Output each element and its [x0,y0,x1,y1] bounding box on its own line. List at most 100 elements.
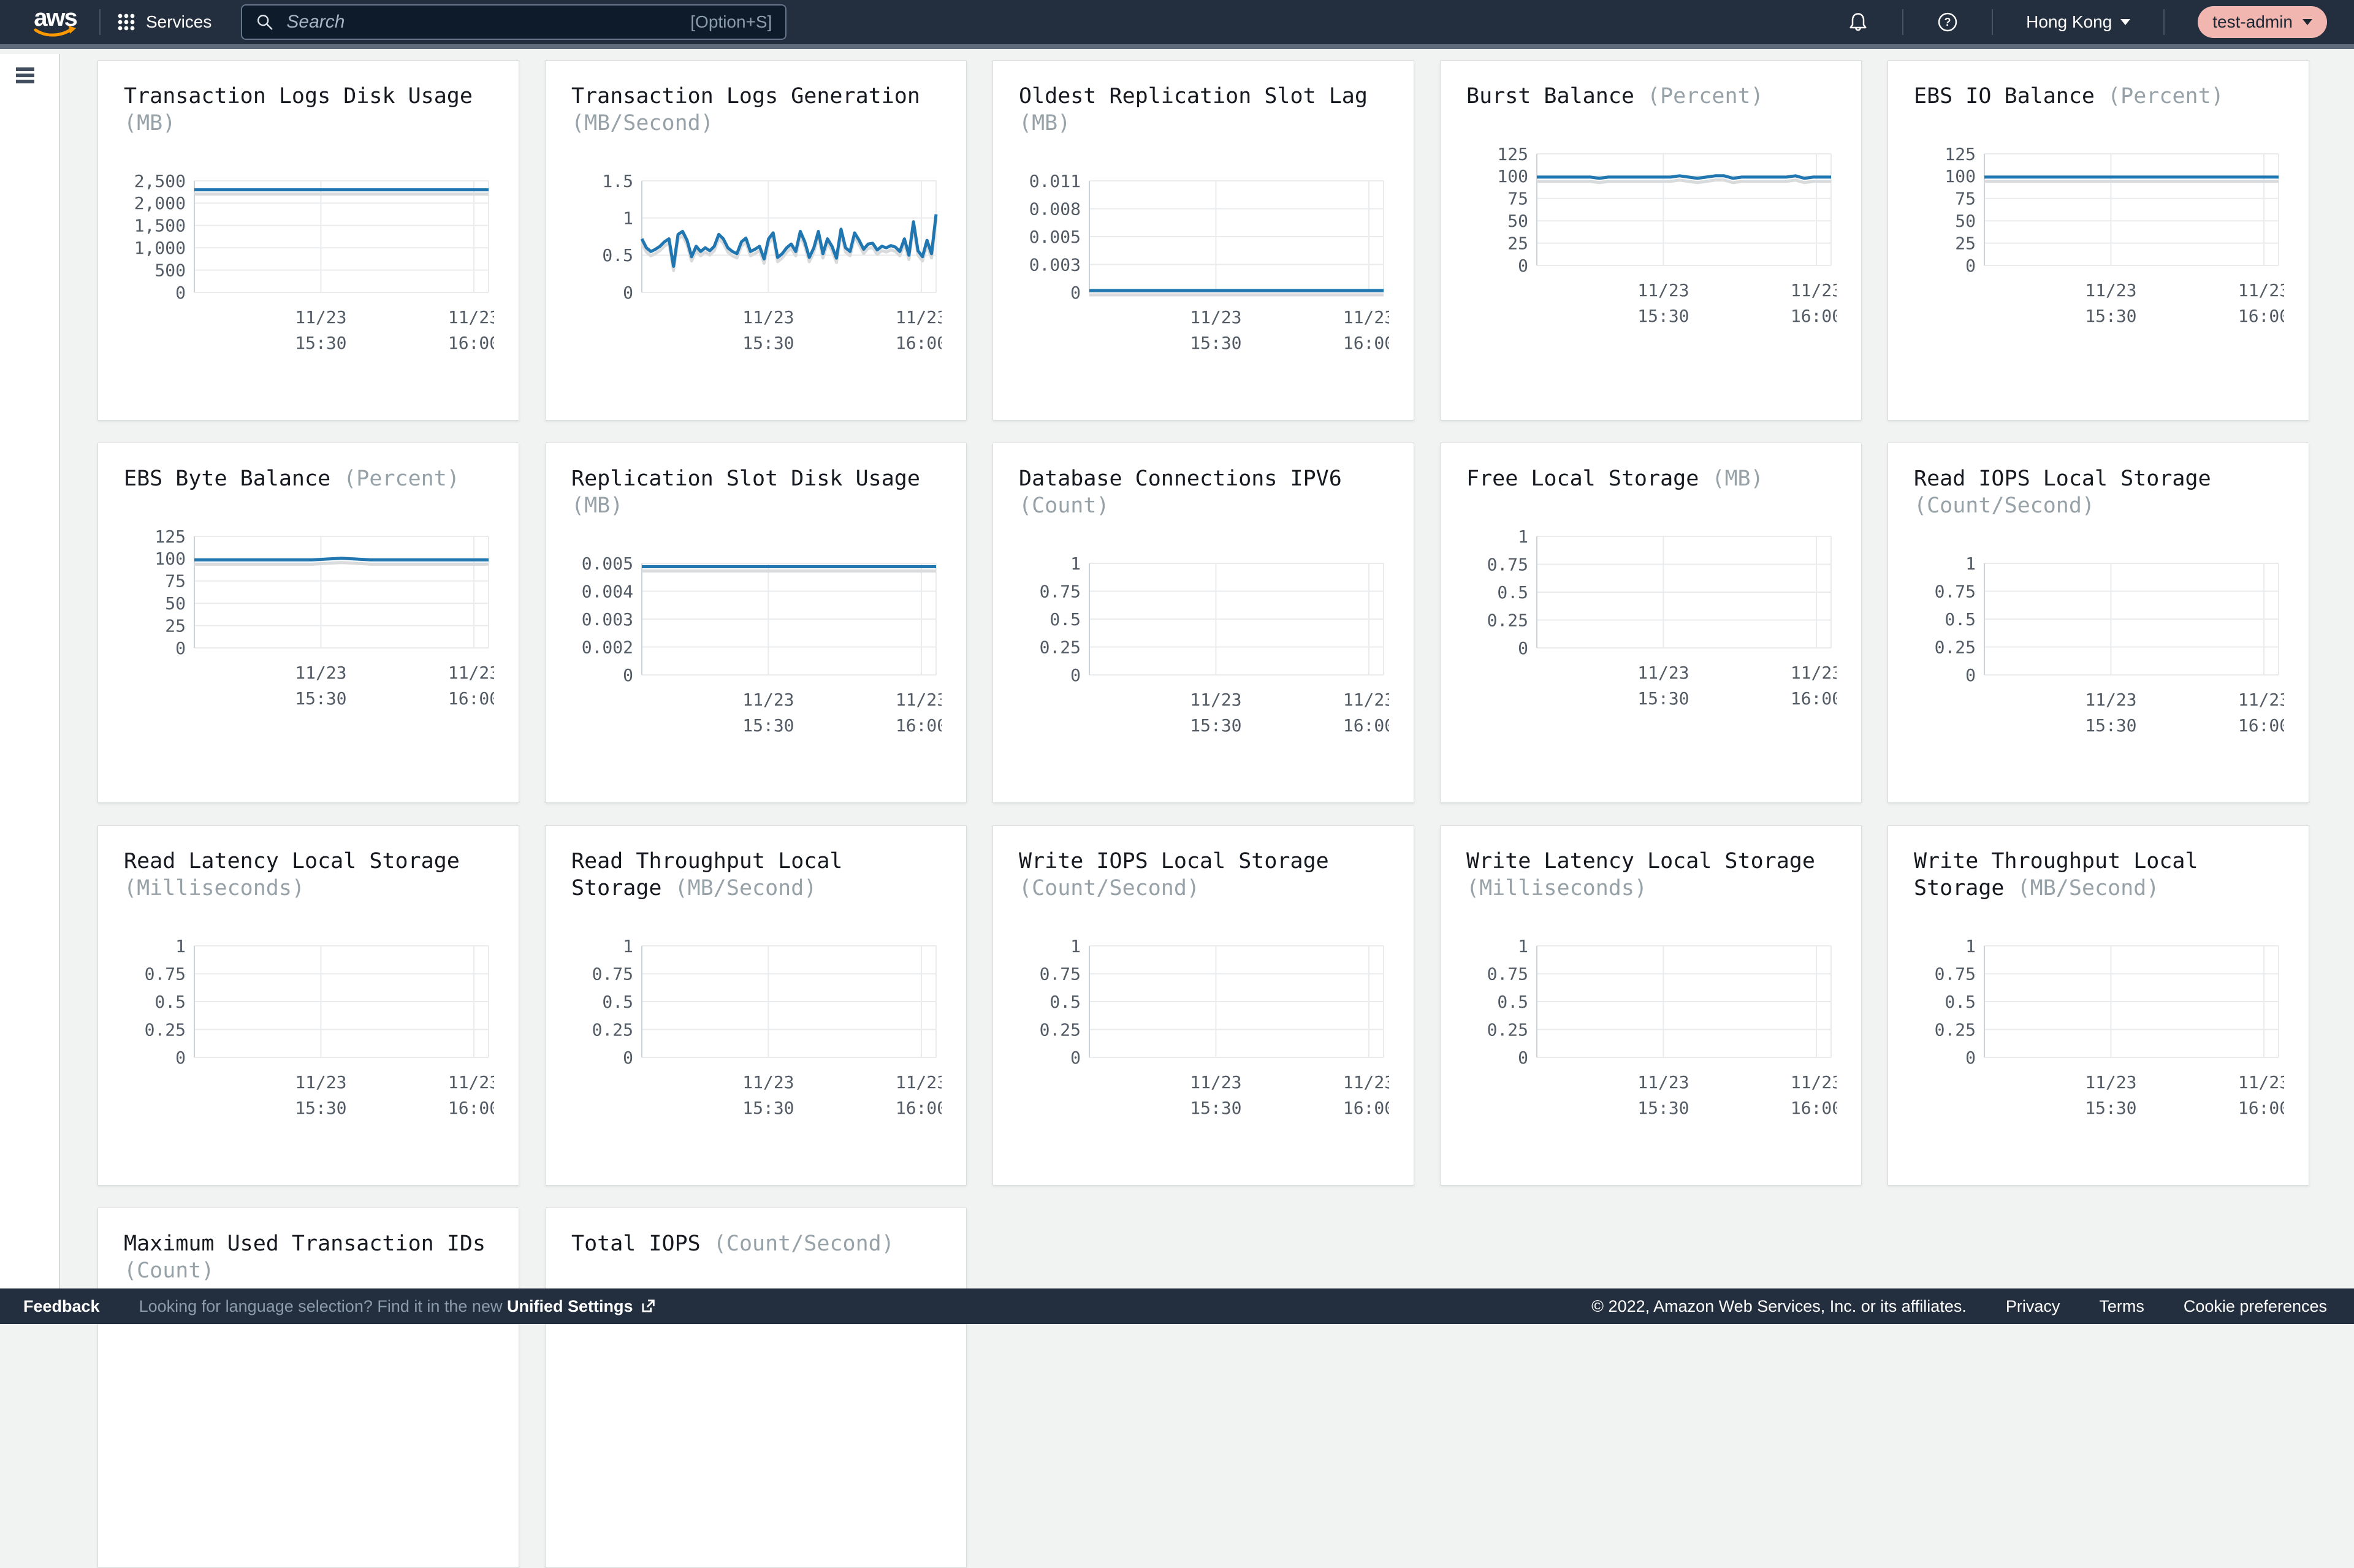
chart-title: Database Connections IPV6 (Count) [1019,465,1388,519]
y-axis-tick-label: 0.002 [582,637,633,657]
feedback-button[interactable]: Feedback [23,1297,100,1316]
x-axis-tick-label: 16:00 [1343,715,1389,736]
chart-unit-label: (Count/Second) [714,1231,894,1256]
terms-link[interactable]: Terms [2099,1297,2144,1316]
x-axis-tick-label: 11/23 [896,690,942,710]
notifications-button[interactable] [1847,11,1869,33]
x-axis-tick-label: 16:00 [1343,1098,1389,1118]
y-axis-tick-label: 25 [1955,233,1976,253]
x-axis-tick-label: 15:30 [742,715,794,736]
y-axis-tick-label: 125 [154,527,186,547]
help-button[interactable]: ? [1937,11,1959,33]
y-axis-tick-label: 0.75 [1487,554,1528,574]
y-axis-tick-label: 0.75 [145,964,186,984]
y-axis-tick-label: 0.5 [1945,992,1976,1012]
y-axis-tick-label: 0.5 [1049,992,1081,1012]
chart-title-text: Write IOPS Local Storage [1019,849,1329,873]
region-selector[interactable]: Hong Kong [2026,12,2130,32]
x-axis-tick-label: 16:00 [448,333,494,353]
search-input[interactable] [285,11,679,33]
y-axis-tick-label: 1 [623,208,633,228]
x-axis-tick-label: 16:00 [896,333,942,353]
y-axis-tick-label: 100 [154,549,186,569]
x-axis-tick-label: 16:00 [2238,306,2284,326]
cookie-preferences-link[interactable]: Cookie preferences [2184,1297,2327,1316]
external-link-icon [639,1298,657,1315]
chart-title-text: Replication Slot Disk Usage [571,466,920,491]
footer-left-group: Feedback Looking for language selection?… [0,1297,657,1316]
hamburger-icon [16,74,34,77]
language-hint-text: Looking for language selection? Find it … [139,1297,657,1316]
x-axis-tick-label: 15:30 [295,1098,346,1118]
chart-title-text: Write Latency Local Storage [1466,849,1815,873]
chart-title: EBS IO Balance (Percent) [1914,83,2283,110]
x-axis-tick-label: 11/23 [295,1072,346,1092]
y-axis-tick-label: 0.25 [1487,1019,1528,1040]
open-menu-button[interactable] [16,67,34,83]
chevron-down-icon [2120,19,2130,25]
y-axis-tick-label: 0 [1518,1048,1528,1068]
y-axis-tick-label: 50 [1507,211,1528,231]
chart-title: EBS Byte Balance (Percent) [124,465,493,492]
nav-divider [1902,9,1903,35]
metric-card[interactable]: Write IOPS Local Storage (Count/Second)1… [992,825,1414,1186]
nav-right-group: ? Hong Kong test-admin [1847,6,2354,38]
metric-line [194,558,489,560]
y-axis-tick-label: 25 [1507,233,1528,253]
y-axis-tick-label: 500 [154,260,186,280]
metric-card[interactable]: Total IOPS (Count/Second) [545,1208,967,1568]
chart-unit-label: (Percent) [2108,84,2224,108]
chart-unit-label: (MB) [571,493,623,518]
metric-card[interactable]: Read Latency Local Storage (Milliseconds… [97,825,519,1186]
y-axis-tick-label: 0.011 [1029,171,1081,191]
x-axis-tick-label: 15:30 [742,1098,794,1118]
y-axis-tick-label: 0.75 [1487,964,1528,984]
x-axis-tick-label: 11/23 [1190,307,1241,327]
y-axis-tick-label: 75 [1955,189,1976,209]
chart-title: Maximum Used Transaction IDs (Count) [124,1230,493,1284]
metric-card[interactable]: Write Throughput Local Storage (MB/Secon… [1887,825,2309,1186]
metric-card[interactable]: Transaction Logs Generation (MB/Second)1… [545,60,967,421]
x-axis-tick-label: 16:00 [2238,715,2284,736]
y-axis-tick-label: 1 [1965,936,1976,956]
chart-title-text: Oldest Replication Slot Lag [1019,84,1368,108]
account-menu-button[interactable]: test-admin [2198,6,2327,38]
chart-title-text: Free Local Storage [1466,466,1699,491]
y-axis-tick-label: 0.003 [1029,254,1081,275]
x-axis-tick-label: 11/23 [1343,690,1389,710]
services-menu-button[interactable]: Services [116,12,211,32]
global-search-box[interactable]: [Option+S] [241,4,787,40]
privacy-link[interactable]: Privacy [2006,1297,2060,1316]
metric-line-shadow [1537,180,1831,183]
aws-logo[interactable]: aws [27,6,83,39]
y-axis-tick-label: 0.75 [1935,581,1976,601]
metric-card[interactable]: Write Latency Local Storage (Millisecond… [1440,825,1862,1186]
x-axis-tick-label: 11/23 [1791,1072,1837,1092]
chart-unit-label: (MB) [1712,466,1763,491]
unified-settings-link[interactable]: Unified Settings [507,1297,657,1316]
chart-unit-label: (MB/Second) [571,111,714,135]
chart-title: Burst Balance (Percent) [1466,83,1835,110]
y-axis-tick-label: 0.5 [602,245,633,265]
y-axis-tick-label: 0.25 [1040,637,1081,657]
metric-card[interactable]: Read Throughput Local Storage (MB/Second… [545,825,967,1186]
metric-card[interactable]: Maximum Used Transaction IDs (Count) [97,1208,519,1568]
x-axis-tick-label: 11/23 [1343,307,1389,327]
chart-unit-label: (Count) [1019,493,1110,518]
